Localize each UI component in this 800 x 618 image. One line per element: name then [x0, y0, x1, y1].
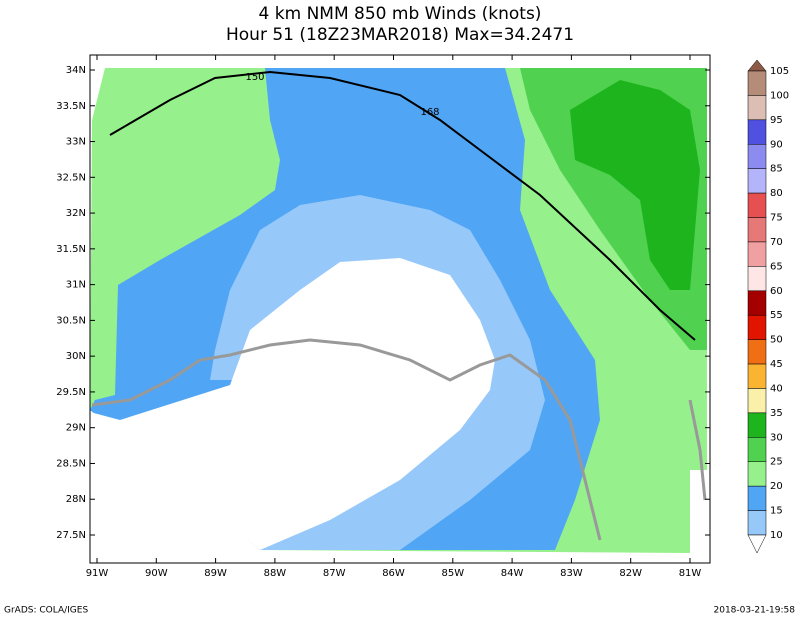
route-label: 150 [245, 72, 264, 83]
colorbar: 105 100 95 90 85 80 75 70 65 60 55 50 45 40 35 30 25 20 15… [747, 59, 789, 554]
colorbar-swatch [747, 119, 767, 145]
colorbar-swatch [747, 144, 767, 169]
colorbar-swatch [747, 437, 767, 462]
lon-label: 83W [560, 568, 583, 579]
colorbar-swatch [747, 412, 767, 438]
colorbar-label: 35 [770, 408, 783, 419]
lat-label: 28.5N [56, 458, 86, 469]
lat-label: 31N [66, 280, 86, 291]
colorbar-swatch [747, 314, 767, 340]
colorbar-swatch [747, 510, 767, 536]
colorbar-label: 30 [770, 432, 783, 443]
field-30-35 [570, 80, 700, 290]
colorbar-label: 85 [770, 164, 783, 175]
colorbar-swatch [747, 534, 767, 554]
colorbar-swatch [747, 290, 767, 316]
colorbar-swatch [747, 95, 767, 121]
colorbar-label: 100 [770, 90, 789, 101]
colorbar-swatch [747, 485, 767, 511]
lat-label: 32N [66, 208, 86, 219]
colorbar-label: 50 [770, 335, 783, 346]
lon-label: 90W [145, 568, 168, 579]
lon-label: 89W [204, 568, 227, 579]
colorbar-swatch [747, 363, 767, 389]
colorbar-swatch [747, 461, 767, 487]
colorbar-swatch [747, 266, 767, 292]
colorbar-swatch [747, 70, 767, 96]
lat-label: 30N [66, 351, 86, 362]
title-line-2: Hour 51 (18Z23MAR2018) Max=34.2471 [226, 25, 574, 45]
colorbar-swatch [747, 59, 767, 72]
grid [90, 55, 710, 563]
lat-label: 28N [66, 494, 86, 505]
colorbar-label: 95 [770, 115, 783, 126]
colorbar-swatch [747, 388, 767, 414]
lat-label: 32.5N [56, 172, 86, 183]
lat-label: 27.5N [56, 530, 86, 541]
coastline [91, 338, 707, 541]
route-label: 168 [420, 107, 439, 118]
colorbar-label: 45 [770, 359, 783, 370]
field-below-10 [90, 258, 495, 550]
map [90, 68, 707, 553]
interstate [109, 70, 696, 341]
colorbar-swatch [747, 168, 767, 194]
lat-label: 29N [66, 423, 86, 434]
lon-label: 86W [382, 568, 405, 579]
colorbar-label: 15 [770, 506, 783, 517]
footer-right: 2018-03-21-19:58 [714, 606, 796, 616]
colorbar-swatch [747, 339, 767, 365]
map-frame [89, 54, 711, 564]
lat-label: 29.5N [56, 387, 86, 398]
colorbar-label: 40 [770, 383, 783, 394]
colorbar-label: 75 [770, 213, 783, 224]
colorbar-label: 105 [770, 66, 789, 77]
colorbar-label: 10 [770, 530, 783, 541]
lat-label: 33N [66, 137, 86, 148]
colorbar-label: 20 [770, 481, 783, 492]
colorbar-label: 55 [770, 310, 783, 321]
lat-label: 31.5N [56, 244, 86, 255]
lon-label: 81W [679, 568, 702, 579]
colorbar-label: 25 [770, 457, 783, 468]
colorbar-label: 60 [770, 286, 783, 297]
lat-label: 34N [66, 65, 86, 76]
colorbar-swatch [747, 192, 767, 218]
lon-label: 91W [86, 568, 109, 579]
colorbar-label: 65 [770, 261, 783, 272]
lon-label: 87W [323, 568, 346, 579]
colorbar-label: 80 [770, 188, 783, 199]
title-line-1: 4 km NMM 850 mb Winds (knots) [259, 4, 542, 24]
lon-label: 88W [264, 568, 287, 579]
colorbar-label: 70 [770, 237, 783, 248]
lat-label: 30.5N [56, 315, 86, 326]
colorbar-label: 90 [770, 139, 783, 150]
lon-label: 84W [501, 568, 524, 579]
lat-label: 33.5N [56, 101, 86, 112]
colorbar-swatch [747, 241, 767, 267]
lon-label: 85W [441, 568, 464, 579]
lon-label: 82W [619, 568, 642, 579]
footer-left: GrADS: COLA/IGES [4, 606, 88, 616]
colorbar-swatch [747, 217, 767, 243]
